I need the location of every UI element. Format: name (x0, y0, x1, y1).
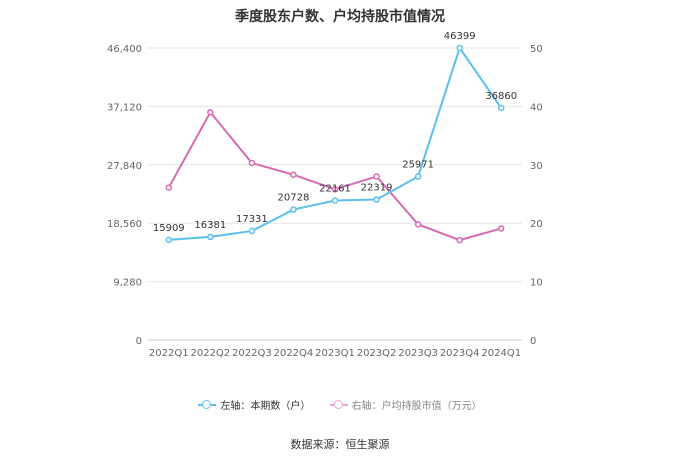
series-right-point (290, 171, 297, 178)
x-tick-label: 2024Q1 (481, 348, 521, 359)
data-label: 22161 (319, 184, 351, 195)
chart-title: 季度股东户数、户均持股市值情况 (235, 9, 445, 25)
left-tick-label: 18,560 (107, 219, 142, 230)
series-left-point (331, 197, 339, 204)
series-right-point (248, 159, 256, 167)
left-tick-label: 0 (136, 336, 142, 347)
series-left-point (497, 104, 505, 112)
left-tick-label: 46,400 (107, 44, 142, 55)
right-tick-label: 50 (530, 44, 543, 55)
data-label: 22319 (361, 183, 393, 194)
series-left-holder-count (165, 44, 505, 244)
series-right-point (497, 225, 505, 232)
right-tick-label: 30 (530, 161, 543, 172)
data-labels: 15909 16381 17331 20728 22161 22319 25971 46399… (153, 31, 517, 234)
data-label: 17331 (236, 214, 268, 225)
data-label: 15909 (153, 223, 185, 234)
legend-item-left[interactable]: 左轴：本期数（户） (198, 397, 310, 412)
series-left-point (165, 236, 173, 244)
legend-label-right: 右轴：户均持股市值（万元） (351, 401, 482, 412)
series-right-point (331, 186, 339, 193)
legend: 左轴：本期数（户） 右轴：户均持股市值（万元） (0, 397, 680, 413)
series-right-point (207, 108, 214, 116)
x-axis-ticks: 2022Q1 2022Q2 2022Q3 2022Q4 2023Q1 2023Q2 2023… (149, 348, 521, 359)
data-label: 20728 (278, 193, 310, 204)
series-left-line (168, 45, 503, 241)
series-right-point (373, 173, 380, 180)
left-tick-label: 9,280 (113, 278, 142, 289)
right-tick-label: 10 (530, 278, 543, 289)
series-left-point (373, 196, 380, 203)
data-label: 16381 (194, 220, 226, 231)
series-right-point (414, 221, 422, 228)
legend-swatch-left (198, 399, 217, 410)
left-tick-label: 27,840 (107, 161, 142, 172)
series-right-point (456, 236, 463, 244)
x-tick-label: 2023Q2 (357, 348, 397, 359)
x-tick-label: 2022Q3 (232, 348, 272, 359)
series-right-point (165, 184, 173, 191)
x-tick-label: 2023Q3 (398, 348, 438, 359)
right-tick-label: 20 (530, 219, 543, 230)
data-label: 36860 (485, 91, 517, 102)
right-tick-label: 40 (530, 102, 543, 113)
legend-item-right[interactable]: 右轴：户均持股市值（万元） (329, 397, 482, 412)
x-tick-label: 2022Q2 (190, 348, 230, 359)
series-left-point (414, 173, 422, 180)
x-tick-label: 2022Q1 (149, 348, 189, 359)
x-tick-label: 2023Q1 (315, 348, 355, 359)
legend-swatch-right (329, 399, 348, 410)
series-right-average-holding-value (165, 108, 505, 244)
right-tick-label: 0 (530, 336, 536, 347)
left-axis-ticks: 0 9,280 18,560 27,840 37,120 46,400 (107, 44, 142, 347)
data-label: 46399 (444, 31, 476, 42)
x-tick-label: 2023Q4 (440, 348, 480, 359)
x-tick-label: 2022Q4 (274, 348, 314, 359)
data-label: 25971 (402, 160, 434, 171)
data-source: 数据来源：恒生聚源 (290, 438, 390, 451)
right-axis-ticks: 0 10 20 30 40 50 (530, 44, 543, 347)
left-tick-label: 37,120 (107, 102, 142, 113)
series-left-point (248, 227, 256, 235)
legend-label-left: 左轴：本期数（户） (220, 401, 311, 412)
series-left-point (456, 44, 463, 52)
series-left-point (207, 233, 214, 241)
grid-lines (148, 47, 522, 341)
series-left-point (290, 206, 297, 213)
